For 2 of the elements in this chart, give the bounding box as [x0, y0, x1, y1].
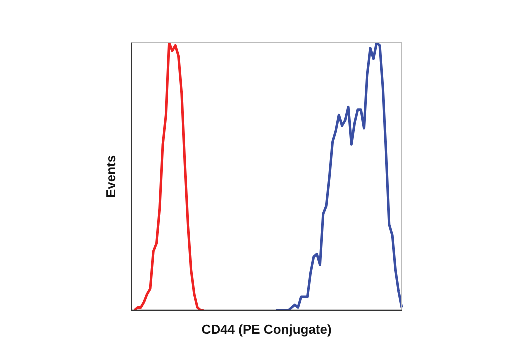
x-axis-title: CD44 (PE Conjugate): [202, 322, 332, 337]
y-axis-title: Events: [103, 155, 118, 198]
